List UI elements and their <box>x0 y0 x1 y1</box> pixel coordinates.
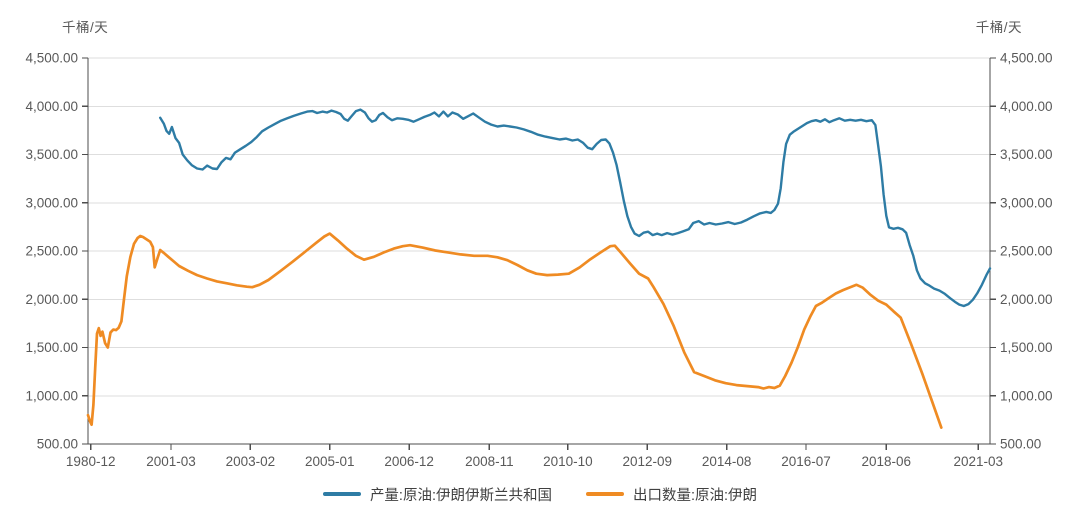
y-tick-label-right: 4,000.00 <box>1000 99 1053 114</box>
x-tick-label: 2012-09 <box>622 454 672 469</box>
x-tick-label: 2008-11 <box>465 454 514 469</box>
y-tick-label-left: 3,500.00 <box>25 147 78 162</box>
x-tick-label: 2016-07 <box>781 454 831 469</box>
y-tick-label-right: 3,000.00 <box>1000 195 1053 210</box>
y-tick-label-left: 1,500.00 <box>25 340 78 355</box>
x-tick-label: 2021-03 <box>954 454 1004 469</box>
y-tick-label-left: 500.00 <box>37 437 78 452</box>
y-tick-label-right: 4,500.00 <box>1000 51 1053 66</box>
y-tick-label-right: 1,500.00 <box>1000 340 1053 355</box>
production-series-line <box>158 108 992 308</box>
y-tick-label-right: 3,500.00 <box>1000 147 1053 162</box>
legend-item-export[interactable]: 出口数量:原油:伊朗 <box>586 484 757 505</box>
x-tick-label: 2018-06 <box>861 454 911 469</box>
y-axis-unit-left: 千桶/天 <box>62 20 109 35</box>
y-tick-label-left: 2,000.00 <box>25 292 78 307</box>
y-tick-label-left: 4,000.00 <box>25 99 78 114</box>
x-tick-label: 2005-01 <box>305 454 355 469</box>
y-tick-label-left: 2,500.00 <box>25 244 78 259</box>
y-tick-label-right: 2,000.00 <box>1000 292 1053 307</box>
export-line-swatch <box>586 492 624 496</box>
x-tick-label: 2006-12 <box>384 454 434 469</box>
y-axis-unit-right: 千桶/天 <box>975 20 1022 35</box>
production-legend-label: 产量:原油:伊朗伊斯兰共和国 <box>369 487 552 504</box>
export-series-line <box>86 232 943 429</box>
chart-legend: 产量:原油:伊朗伊斯兰共和国 出口数量:原油:伊朗 <box>0 481 1080 507</box>
x-tick-label: 2001-03 <box>146 454 196 469</box>
x-tick-label: 2003-02 <box>226 454 276 469</box>
y-tick-label-right: 1,000.00 <box>1000 388 1053 403</box>
y-tick-label-left: 3,000.00 <box>25 195 78 210</box>
legend-item-production[interactable]: 产量:原油:伊朗伊斯兰共和国 <box>322 484 552 505</box>
export-legend-label: 出口数量:原油:伊朗 <box>633 487 758 504</box>
y-tick-label-left: 1,000.00 <box>25 388 78 403</box>
x-tick-label: 2010-10 <box>543 454 593 469</box>
y-tick-label-left: 4,500.00 <box>25 51 78 66</box>
x-tick-label: 1980-12 <box>66 454 116 469</box>
production-line-swatch <box>322 492 361 496</box>
y-tick-label-right: 500.00 <box>1000 437 1041 452</box>
y-tick-label-right: 2,500.00 <box>1000 244 1053 259</box>
x-tick-label: 2014-08 <box>702 454 752 469</box>
